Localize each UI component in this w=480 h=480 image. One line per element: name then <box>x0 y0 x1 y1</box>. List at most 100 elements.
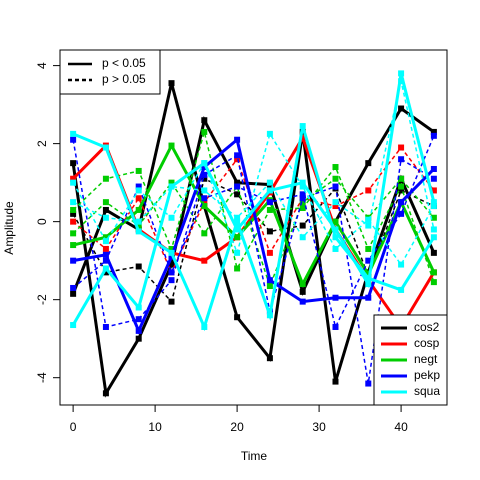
data-point <box>299 191 306 198</box>
data-point <box>201 175 208 182</box>
data-point <box>332 323 339 330</box>
data-point <box>365 216 372 223</box>
data-point <box>234 249 241 256</box>
data-point <box>332 175 339 182</box>
data-point <box>135 263 142 270</box>
data-point <box>234 214 241 221</box>
data-point <box>430 132 437 139</box>
data-point <box>430 128 437 135</box>
data-point <box>70 230 77 237</box>
data-point <box>398 199 405 206</box>
data-point <box>365 245 372 252</box>
data-point <box>70 160 77 167</box>
data-point <box>168 80 175 87</box>
data-point <box>332 245 339 252</box>
data-point <box>398 286 405 293</box>
data-point <box>135 218 142 225</box>
data-point <box>168 142 175 149</box>
data-point <box>201 230 208 237</box>
data-point <box>135 183 142 190</box>
data-point <box>70 210 77 217</box>
data-point <box>201 257 208 264</box>
data-point <box>234 179 241 186</box>
data-point <box>430 279 437 286</box>
data-point <box>266 130 273 137</box>
data-point <box>102 175 109 182</box>
data-point <box>234 152 241 159</box>
data-point <box>365 160 372 167</box>
y-tick-label: 4 <box>35 62 49 69</box>
data-point <box>430 175 437 182</box>
data-point <box>102 265 109 272</box>
data-line <box>72 128 435 283</box>
data-point <box>266 312 273 319</box>
data-point <box>102 251 109 258</box>
data-point <box>398 156 405 163</box>
data-point <box>102 214 109 221</box>
y-tick-label: 0 <box>35 218 49 225</box>
data-point <box>201 203 208 210</box>
data-point <box>234 218 241 225</box>
data-point <box>430 199 437 206</box>
data-point <box>266 199 273 206</box>
data-point <box>365 257 372 264</box>
data-point <box>299 179 306 186</box>
data-point <box>70 136 77 143</box>
data-point <box>398 210 405 217</box>
data-point <box>430 187 437 194</box>
data-point <box>332 164 339 171</box>
data-point <box>201 128 208 135</box>
legend-label: squa <box>414 384 440 398</box>
data-point <box>332 199 339 206</box>
data-point <box>398 187 405 194</box>
data-point <box>266 249 273 256</box>
data-point <box>135 304 142 311</box>
data-point <box>365 187 372 194</box>
data-point <box>365 281 372 288</box>
data-line <box>71 73 436 326</box>
data-point <box>201 117 208 124</box>
data-point <box>102 390 109 397</box>
data-point <box>332 234 339 241</box>
data-point <box>70 242 77 249</box>
data-point <box>70 257 77 264</box>
data-point <box>430 214 437 221</box>
data-point <box>266 355 273 362</box>
data-point <box>102 323 109 330</box>
data-point <box>135 316 142 323</box>
data-point <box>70 218 77 225</box>
data-point <box>135 187 142 194</box>
data-point <box>168 253 175 260</box>
data-point <box>135 335 142 342</box>
legend-label: cosp <box>414 336 440 350</box>
data-point <box>299 288 306 295</box>
data-point <box>70 179 77 186</box>
data-point <box>102 199 109 206</box>
data-point <box>102 234 109 241</box>
data-point <box>332 294 339 301</box>
data-point <box>365 380 372 387</box>
data-point <box>70 199 77 206</box>
data-point <box>234 136 241 143</box>
data-point <box>234 265 241 272</box>
x-tick-label: 0 <box>70 420 77 434</box>
data-point <box>332 203 339 210</box>
data-point <box>398 78 405 85</box>
data-point <box>430 165 437 172</box>
data-point <box>135 222 142 229</box>
data-point <box>168 277 175 284</box>
data-line <box>72 132 435 266</box>
data-point <box>168 261 175 268</box>
legend-label: negt <box>414 352 438 366</box>
data-point <box>102 245 109 252</box>
data-line <box>72 125 436 332</box>
data-point <box>299 134 306 141</box>
data-point <box>430 249 437 256</box>
data-point <box>266 187 273 194</box>
data-point <box>299 183 306 190</box>
data-point <box>398 70 405 77</box>
data-point <box>70 206 77 213</box>
data-point <box>332 183 339 190</box>
data-point <box>234 226 241 233</box>
